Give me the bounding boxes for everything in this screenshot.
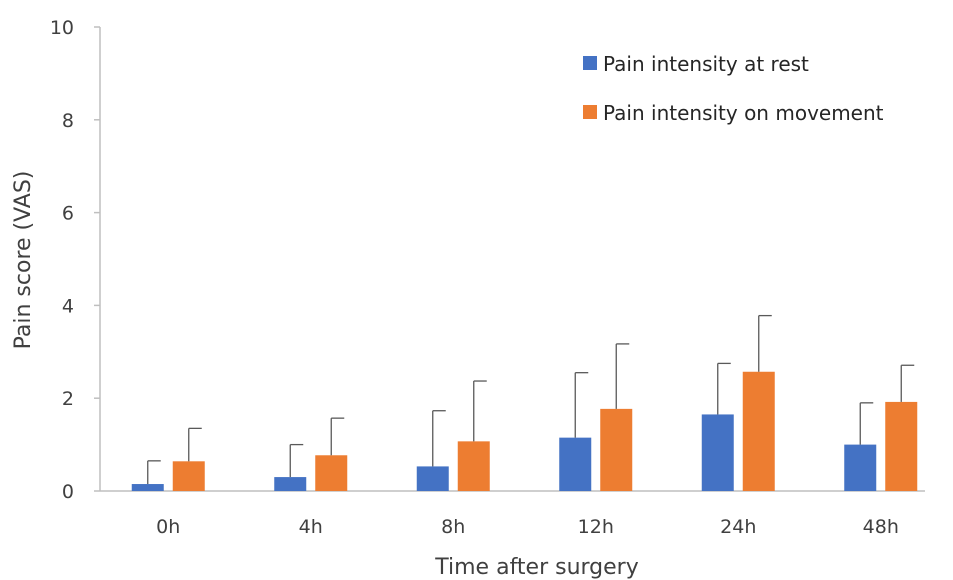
legend: Pain intensity at rest Pain intensity on … [583,52,884,125]
x-axis-ticks: 0h 4h 8h 12h 24h 48h [156,516,899,538]
bar-movement-4h [315,455,348,491]
x-tick-label: 12h [578,516,614,538]
x-axis-title: Time after surgery [434,555,639,580]
x-tick-label: 8h [441,516,465,538]
y-tick-label: 0 [62,481,74,503]
legend-swatch-movement [583,105,597,119]
bar-rest-24h [701,414,734,491]
bar-movement-48h [885,401,918,491]
y-axis-ticks: 0 2 4 6 8 10 [50,17,100,503]
y-tick-label: 2 [62,388,74,410]
bar-rest-48h [844,444,877,491]
bar-movement-0h [172,461,205,491]
bar-movement-12h [600,408,633,491]
x-tick-label: 24h [720,516,756,538]
legend-swatch-rest [583,56,597,70]
x-tick-label: 48h [863,516,899,538]
y-tick-label: 8 [62,110,74,132]
y-tick-label: 6 [62,203,74,225]
x-tick-label: 4h [299,516,323,538]
bar-movement-8h [457,441,490,491]
bar-rest-4h [274,477,307,491]
x-tick-label: 0h [156,516,180,538]
bars-group [131,314,918,491]
legend-label-rest: Pain intensity at rest [603,52,809,76]
y-axis-title: Pain score (VAS) [11,171,36,350]
bar-rest-8h [416,466,449,491]
bar-rest-12h [559,437,592,491]
bar-movement-24h [742,371,775,491]
y-tick-label: 4 [62,295,74,317]
legend-label-movement: Pain intensity on movement [603,101,884,125]
bar-rest-0h [131,484,164,491]
y-tick-label: 10 [50,17,74,39]
